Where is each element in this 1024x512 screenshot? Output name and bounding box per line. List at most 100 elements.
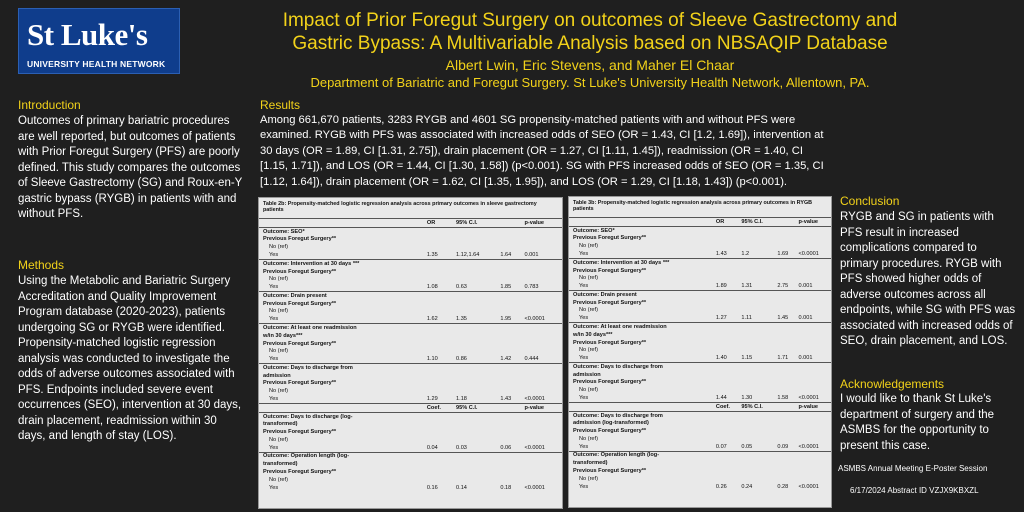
row-label: Yes [579,250,589,257]
table-cell [775,379,796,387]
table-row: Yes 1.10 0.86 1.42 0.444 [259,356,562,364]
table-cell [454,236,498,244]
table-cell [714,267,739,275]
table-cell [425,236,454,244]
row-label: Outcome: At least one readmission [259,323,425,333]
table-row: admission [569,371,831,379]
table-cell [498,276,522,284]
table-cell: 0.14 [456,484,467,491]
table-cell [454,468,498,476]
table-cell [498,363,523,373]
table-cell [796,387,831,395]
table-cell [713,322,740,332]
row-label: w/in 30 days*** [573,331,613,338]
table-cell [454,228,498,236]
table-cell [454,436,498,444]
row-label: No (ref) [269,388,288,395]
table-cell [498,340,522,348]
table-cell [522,291,562,301]
table-cell [522,228,562,236]
table-cell: 0.04 [426,444,438,451]
table-cell [739,428,775,436]
table-row: Outcome: Operation length (log- [569,450,831,460]
table-cell [498,308,522,316]
table-cell [522,451,562,461]
table-row: Yes 1.29 1.18 1.43 <0.0001 [259,395,562,403]
table-cell [775,243,796,251]
table-row: admission [259,372,562,380]
table-cell [425,340,454,348]
row-label: Yes [579,443,589,450]
table-cell [796,290,831,300]
regression-table: OR 95% C.I. p-value Outcome: SEO* Previous … [569,217,831,491]
table-row: Outcome: Drain present [569,290,831,300]
column-header: p-value [522,218,562,228]
table-row: Outcome: Days to discharge from [259,363,562,373]
table-row: Yes 1.43 1.2 1.69 <0.0001 [569,250,831,258]
title-line-1: Impact of Prior Foregut Surgery on outco… [282,10,898,31]
table-cell [522,300,562,308]
table-cell [775,362,797,372]
table-cell [522,259,562,268]
row-label: Previous Foregut Surgery** [573,339,647,346]
table-cell [713,450,740,460]
row-label: Previous Foregut Surgery** [263,380,337,387]
row-label: transformed) [573,460,608,467]
table-cell [424,411,455,421]
table-cell [522,323,562,333]
table-cell: 0.001 [524,251,539,258]
table-row: Previous Foregut Surgery** [259,236,562,244]
row-label: Outcome: Days to discharge from [569,410,714,420]
table-caption: Table 3b: Propensity-matched logistic re… [573,200,813,212]
table-cell [739,387,775,395]
table-cell [796,227,831,235]
table-row: Yes 1.89 1.31 2.75 0.001 [569,282,831,290]
row-label: Yes [269,316,279,323]
table-cell: Coef. [713,402,740,412]
table-cell: 2.75 [777,283,789,290]
table-cell [498,348,522,356]
table-cell [522,429,562,437]
table-cell [739,435,775,443]
table-row: Previous Foregut Surgery** [569,267,831,275]
table-cell [739,450,776,460]
table-cell: 95% C.I. [454,403,499,413]
table-cell [425,476,454,484]
table-cell [498,421,522,429]
row-label: Outcome: Operation length (log- [569,450,714,460]
table-cell [775,331,796,339]
table-cell [498,228,522,236]
table-cell [739,243,775,251]
table-cell [714,475,739,483]
table-cell [714,467,739,475]
row-label: Previous Foregut Surgery** [263,429,337,436]
table-row: w/in 30 days*** [259,332,562,340]
table-row: Outcome: Intervention at 30 days *** [569,258,831,267]
table-cell [775,307,796,315]
results-text: Among 661,670 patients, 3283 RYGB and 46… [260,114,824,188]
table-cell [424,451,455,461]
table-cell [522,348,562,356]
row-label: Previous Foregut Surgery** [263,340,337,347]
row-label: No (ref) [269,348,288,355]
table-row: No (ref) [259,308,562,316]
table-cell [522,461,562,469]
row-label: Outcome: Intervention at 30 days *** [569,258,714,267]
table-cell: 1.35 [426,251,438,258]
table-cell [425,468,454,476]
abstract-id: 6/17/2024 Abstract ID VZJX9KBXZL [850,486,979,495]
table-cell [454,411,499,421]
table-cell [714,460,739,468]
table-cell [775,267,796,275]
table-cell: 0.26 [715,483,727,490]
table-cell [522,380,562,388]
table-cell: 0.001 [798,355,813,362]
table-cell [739,362,776,372]
table-cell [454,461,498,469]
row-label: Previous Foregut Surgery** [573,235,647,242]
table-cell [796,243,831,251]
row-label: transformed) [263,461,298,468]
table-cell [498,236,522,244]
table-row: Previous Foregut Surgery** [259,429,562,437]
table-row: transformed) [259,461,562,469]
